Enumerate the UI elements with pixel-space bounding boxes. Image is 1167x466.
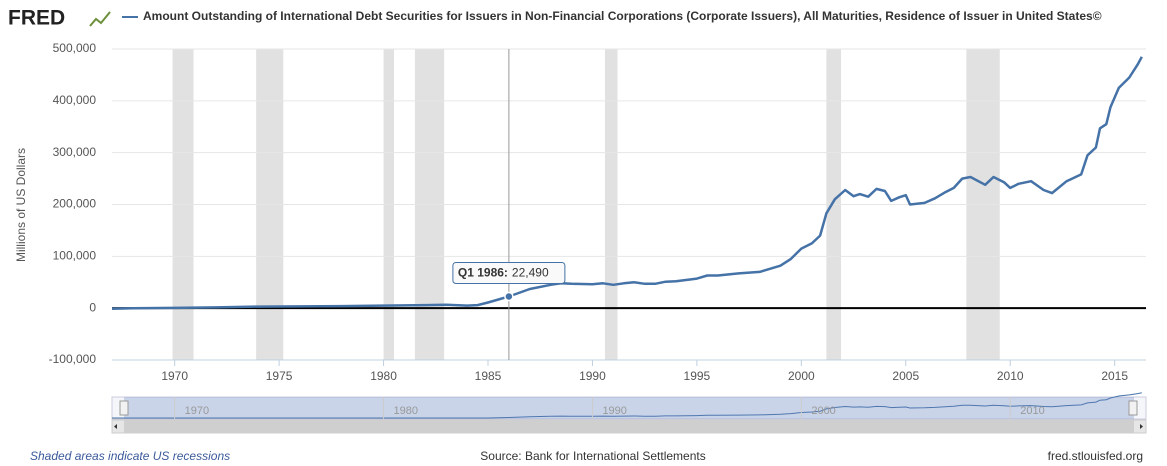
y-tick-label: 100,000: [53, 249, 97, 263]
navigator-handle: [119, 400, 129, 416]
navigator-tick-label: 2000: [811, 405, 835, 417]
chart-title: Amount Outstanding of International Debt…: [143, 9, 1102, 23]
scroll-left[interactable]: [114, 424, 117, 429]
navigator: [111, 396, 1147, 420]
y-tick-label: -100,000: [49, 352, 97, 366]
x-tick-label: 1995: [684, 369, 711, 383]
scroll-right[interactable]: [1140, 424, 1143, 429]
x-tick-label: 1980: [370, 369, 397, 383]
navigator-selection: [124, 397, 1134, 419]
navigator-handle: [1128, 400, 1138, 416]
x-tick-label: 1985: [475, 369, 502, 383]
tooltip-point: [504, 291, 514, 302]
site: fred.stlouisfed.org: [1048, 449, 1143, 463]
x-tick-label: 2010: [997, 369, 1024, 383]
x-tick-label: 2000: [788, 369, 815, 383]
y-tick-label: 0: [89, 300, 96, 314]
y-tick-label: 200,000: [53, 197, 97, 211]
navigator-tick-label: 2010: [1020, 405, 1044, 417]
x-tick-label: 2005: [892, 369, 919, 383]
y-tick-label: 400,000: [53, 93, 97, 107]
x-tick-label: 2015: [1101, 369, 1128, 383]
y-tick-label: 300,000: [53, 145, 97, 159]
logo-icon: [89, 11, 111, 27]
series-line: [111, 56, 1143, 310]
plot-area: [111, 48, 1146, 366]
navigator-tick-label: 1980: [394, 405, 418, 417]
tooltip-label: Q1 1986:: [458, 266, 508, 280]
y-axis-label: Millions of US Dollars: [14, 148, 28, 262]
tooltip-value: 22,490: [512, 266, 549, 280]
navigator-tick-label: 1970: [185, 405, 209, 417]
tooltip-text: Q1 1986: 22,490: [458, 266, 549, 280]
x-tick-label: 1970: [161, 369, 188, 383]
navigator-series: [112, 392, 1142, 419]
scrollbar-thumb[interactable]: [124, 420, 1134, 433]
x-tick-label: 1990: [579, 369, 606, 383]
recession-note: Shaded areas indicate US recessions: [30, 449, 230, 463]
y-tick-label: 500,000: [53, 41, 97, 55]
x-tick-label: 1975: [266, 369, 293, 383]
source: Source: Bank for International Settlemen…: [480, 449, 705, 463]
navigator-tick-label: 1990: [602, 405, 626, 417]
logo: FRED: [8, 7, 65, 30]
tooltip-box: [452, 262, 566, 285]
navigator-line: [112, 392, 1142, 419]
